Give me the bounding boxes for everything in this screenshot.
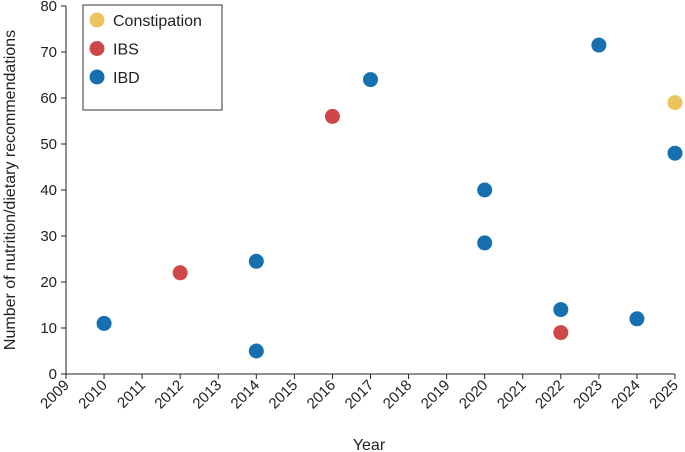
x-tick-label: 2015	[266, 377, 302, 413]
x-tick-label: 2014	[228, 377, 264, 413]
x-tick-label: 2016	[304, 377, 340, 413]
data-point-ibd	[591, 37, 607, 53]
y-tick-label: 50	[40, 136, 57, 153]
x-tick-label: 2023	[570, 377, 606, 413]
x-tick-label: 2012	[151, 377, 187, 413]
data-point-ibd	[629, 311, 645, 327]
x-tick-label: 2010	[75, 377, 111, 413]
x-tick-label: 2020	[456, 377, 492, 413]
x-tick-label: 2017	[342, 377, 378, 413]
legend-label-ibd: IBD	[113, 70, 140, 87]
y-tick-label: 80	[40, 0, 57, 15]
legend-label-ibs: IBS	[113, 42, 139, 59]
data-point-ibd	[667, 145, 683, 161]
y-tick-label: 20	[40, 274, 57, 291]
y-tick-label: 70	[40, 44, 57, 61]
y-tick-label: 40	[40, 182, 57, 199]
data-point-ibd	[363, 72, 378, 88]
data-point-ibd	[477, 182, 493, 198]
x-tick-label: 2024	[608, 377, 644, 413]
legend-label-constipation: Constipation	[113, 13, 202, 30]
x-tick-label: 2009	[37, 377, 73, 413]
data-point-ibs	[324, 108, 340, 124]
x-tick-label: 2025	[646, 377, 682, 413]
y-tick-label: 0	[49, 366, 57, 383]
data-point-ibd	[248, 343, 264, 359]
data-point-ibd	[248, 253, 264, 269]
data-point-ibd	[96, 315, 112, 331]
data-points	[96, 37, 683, 359]
data-point-constipation	[667, 95, 683, 111]
legend-box	[82, 4, 223, 111]
x-tick-label: 2021	[494, 377, 530, 413]
x-axis-title: Year	[353, 437, 386, 452]
y-tick-label: 60	[40, 90, 57, 107]
data-point-ibs	[553, 325, 569, 341]
x-tick-label: 2019	[418, 377, 454, 413]
data-point-ibd	[477, 235, 493, 251]
legend: Constipation IBS IBD	[82, 4, 223, 111]
x-tick-label: 2011	[114, 377, 149, 412]
x-tick-label: 2018	[380, 377, 416, 413]
y-axis-title: Number of nutrition/dietary recommendati…	[2, 30, 19, 350]
legend-marker-constipation	[89, 12, 105, 28]
x-tick-label: 2022	[532, 377, 568, 413]
data-point-ibs	[172, 265, 188, 281]
data-point-ibd	[553, 302, 569, 318]
x-tick-label: 2013	[189, 377, 225, 413]
legend-marker-ibs	[89, 41, 105, 56]
y-tick-label: 30	[40, 228, 57, 245]
legend-marker-ibd	[89, 69, 105, 85]
y-tick-label: 10	[40, 320, 57, 337]
